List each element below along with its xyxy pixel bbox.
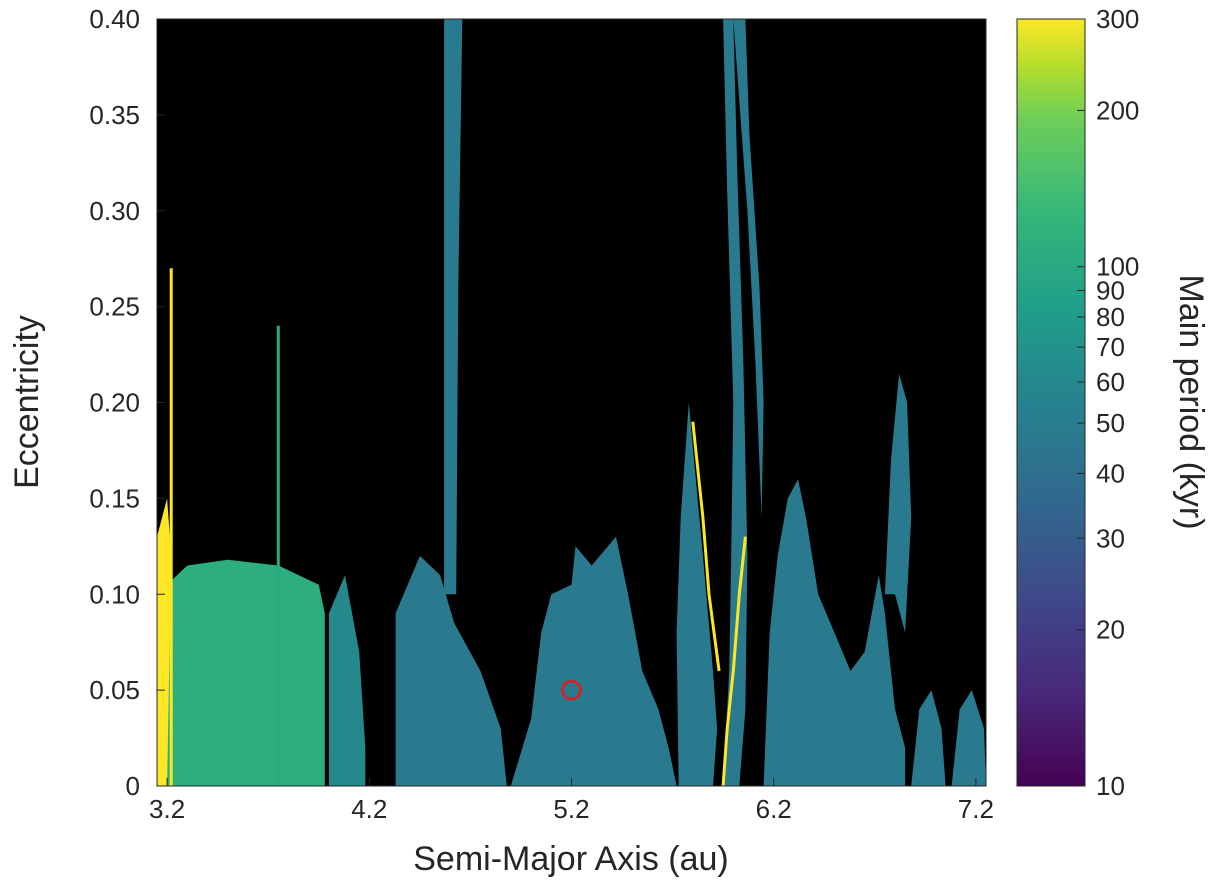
- x-tick-label: 4.2: [351, 794, 387, 824]
- x-tick-label: 5.2: [553, 794, 589, 824]
- stable-region-9: [763, 479, 906, 786]
- stable-region-2: [328, 575, 366, 786]
- colorbar-tick-label: 30: [1096, 523, 1125, 553]
- colorbar-tick-label: 50: [1096, 408, 1125, 438]
- y-tick-label: 0.15: [89, 483, 140, 513]
- stable-region-10: [884, 373, 912, 633]
- x-axis-label: Semi-Major Axis (au): [413, 840, 729, 878]
- y-tick-label: 0.35: [89, 100, 140, 130]
- resonance-line-1: [691, 421, 721, 672]
- y-tick-label: 0.05: [89, 675, 140, 705]
- x-tick-label: 7.2: [958, 794, 994, 824]
- colorbar-tick-label: 60: [1096, 367, 1125, 397]
- stable-region-0: [157, 559, 325, 786]
- resonance-line-2: [721, 536, 747, 786]
- y-tick-label: 0: [126, 771, 140, 801]
- colorbar-tick-label: 20: [1096, 615, 1125, 645]
- stable-region-1: [157, 498, 172, 786]
- colorbar-tick-label: 90: [1096, 276, 1125, 306]
- colorbar: [1016, 18, 1086, 787]
- reference-marker: [561, 679, 582, 701]
- reference-circle: [561, 679, 582, 701]
- y-tick-label: 0.30: [89, 196, 140, 226]
- stable-region-6: [676, 402, 718, 786]
- x-tick-label: 6.2: [756, 794, 792, 824]
- stable-region-4: [444, 19, 463, 595]
- y-tick-label: 0.40: [89, 4, 140, 34]
- colorbar-tick-label: 300: [1096, 4, 1139, 34]
- stable-region-8: [733, 19, 764, 518]
- colorbar-tick-label: 80: [1096, 302, 1125, 332]
- y-tick-label: 0.10: [89, 579, 140, 609]
- x-axis-ticks: 3.2 4.2 5.2 6.2 7.2: [149, 778, 994, 824]
- stable-region-3: [395, 555, 507, 786]
- colorbar-tick-label: 200: [1096, 95, 1139, 125]
- y-tick-label: 0.20: [89, 388, 140, 418]
- y-axis-ticks: 0 0.05 0.10 0.15 0.20 0.25 0.30 0.35 0.40: [89, 4, 165, 801]
- y-axis-label: Eccentricity: [8, 315, 46, 489]
- colorbar-tick-label: 70: [1096, 332, 1125, 362]
- stable-region-12: [951, 690, 986, 786]
- stable-region-5: [510, 536, 677, 786]
- y-tick-label: 0.25: [89, 292, 140, 322]
- stable-regions: [157, 19, 986, 786]
- stable-region-7: [723, 19, 748, 786]
- resonance-lines: [169, 268, 747, 786]
- x-tick-label: 3.2: [149, 794, 185, 824]
- stable-region-11: [911, 690, 946, 786]
- colorbar-tick-label: 40: [1096, 458, 1125, 488]
- colorbar-tick-label: 10: [1096, 771, 1125, 801]
- colorbar-label: Main period (kyr): [1172, 274, 1210, 529]
- colorbar-tick-label: 100: [1096, 252, 1139, 282]
